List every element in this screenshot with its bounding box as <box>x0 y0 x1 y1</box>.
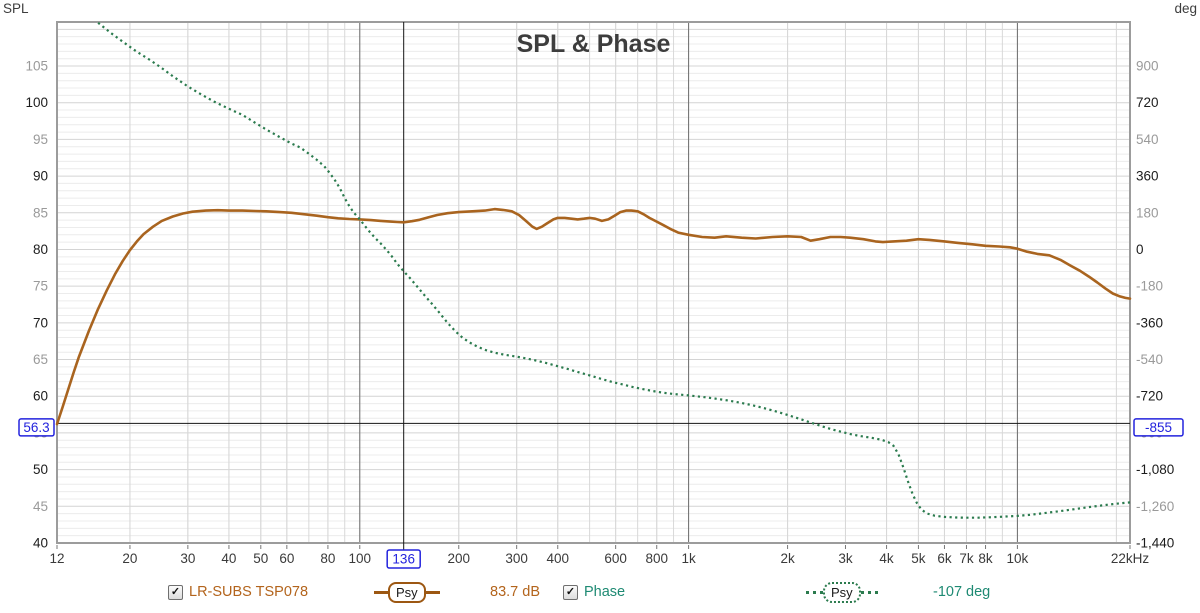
x-axis-tick-label: 200 <box>447 551 470 566</box>
chart-legend: ✓ LR-SUBS TSP078 Psy 83.7 dB ✓ Phase Psy… <box>0 577 1200 607</box>
x-axis-tick-label: 40 <box>221 551 236 566</box>
right-axis-tick-label: -1,080 <box>1136 462 1174 477</box>
x-axis-tick-label: 8k <box>978 551 993 566</box>
cursor-spl-box-value: 56.3 <box>23 420 49 435</box>
left-axis-tick-label: 45 <box>33 499 48 514</box>
right-axis-tick-label: -1,260 <box>1136 499 1174 514</box>
right-axis-tick-label: 360 <box>1136 169 1159 184</box>
spl-phase-chart[interactable]: 4045505560657075808590951001059007205403… <box>0 0 1200 575</box>
x-axis-tick-label: 22kHz <box>1111 551 1150 566</box>
left-axis-tick-label: 40 <box>33 536 48 551</box>
plot-border <box>56 21 1131 544</box>
x-axis-tick-label: 50 <box>253 551 268 566</box>
phase-trace <box>97 21 1131 519</box>
x-axis-tick-label: 30 <box>180 551 195 566</box>
x-axis-tick-label: 12 <box>49 551 64 566</box>
chart-title: SPL & Phase <box>517 30 671 58</box>
solid-line-icon <box>425 590 440 594</box>
x-axis-tick-label: 7k <box>959 551 974 566</box>
left-axis-tick-label: 85 <box>33 205 48 220</box>
checkbox-checked-icon[interactable]: ✓ <box>168 584 183 600</box>
right-axis-tick-label: 180 <box>1136 205 1159 220</box>
spl-cursor-readout: 83.7 dB <box>490 584 540 600</box>
right-axis-tick-label: -720 <box>1136 389 1163 404</box>
spl-trace-checkbox[interactable]: ✓ LR-SUBS TSP078 <box>168 577 308 607</box>
x-axis-tick-label: 1k <box>681 551 696 566</box>
dotted-line-icon <box>860 590 878 594</box>
left-axis-tick-label: 80 <box>33 242 48 257</box>
x-axis-tick-label: 100 <box>349 551 372 566</box>
x-axis-tick-label: 80 <box>320 551 335 566</box>
x-axis-tick-label: 3k <box>838 551 853 566</box>
cursor-freq-box <box>386 549 421 569</box>
solid-line-icon <box>374 590 388 594</box>
right-axis-unit-label: deg <box>1174 1 1197 16</box>
left-axis-tick-label: 95 <box>33 132 48 147</box>
x-axis-tick-label: 20 <box>122 551 137 566</box>
left-axis-tick-label: 105 <box>25 59 48 74</box>
x-axis-tick-label: 10k <box>1007 551 1029 566</box>
psy-smoothing-box: Psy <box>388 581 426 603</box>
cursor-spl-box <box>18 418 55 437</box>
cursor-freq-box-value: 136 <box>392 552 415 567</box>
phase-trace-checkbox[interactable]: ✓ Phase <box>563 577 625 607</box>
right-axis-tick-label: 720 <box>1136 95 1159 110</box>
phase-smoothing-badge[interactable]: Psy <box>806 577 878 607</box>
left-axis-tick-label: 75 <box>33 279 48 294</box>
x-axis-tick-label: 600 <box>604 551 627 566</box>
x-axis-tick-label: 4k <box>879 551 894 566</box>
checkbox-checked-icon[interactable]: ✓ <box>563 584 578 600</box>
x-axis-tick-label: 60 <box>279 551 294 566</box>
spl-smoothing-badge[interactable]: Psy <box>374 577 440 607</box>
x-axis-tick-label: 800 <box>645 551 668 566</box>
right-axis-tick-label: 900 <box>1136 59 1159 74</box>
right-axis-tick-label: -1,440 <box>1136 536 1174 551</box>
psy-smoothing-box: Psy <box>823 581 861 603</box>
left-axis-unit-label: SPL <box>3 1 29 16</box>
spl-trace-label: LR-SUBS TSP078 <box>189 584 309 600</box>
x-axis-tick-label: 400 <box>546 551 569 566</box>
left-axis-tick-label: 90 <box>33 169 48 184</box>
left-axis-tick-label: 60 <box>33 389 48 404</box>
right-axis-tick-label: 540 <box>1136 132 1159 147</box>
dotted-line-icon <box>806 590 823 594</box>
x-axis-tick-label: 300 <box>505 551 528 566</box>
cursor-deg-box-value: -855 <box>1145 420 1172 435</box>
x-axis-tick-label: 6k <box>937 551 952 566</box>
left-axis-tick-label: 50 <box>33 462 48 477</box>
left-axis-tick-label: 70 <box>33 315 48 330</box>
phase-trace-label: Phase <box>584 584 626 600</box>
right-axis-tick-label: -360 <box>1136 315 1163 330</box>
right-axis-tick-label: 0 <box>1136 242 1144 257</box>
left-axis-tick-label: 65 <box>33 352 48 367</box>
spl-trace <box>55 207 1132 426</box>
right-axis-tick-label: -540 <box>1136 352 1163 367</box>
x-axis-tick-label: 5k <box>911 551 926 566</box>
x-axis-tick-label: 2k <box>780 551 795 566</box>
right-axis-tick-label: -180 <box>1136 279 1163 294</box>
phase-cursor-readout: -107 deg <box>933 584 991 600</box>
left-axis-tick-label: 100 <box>25 95 48 110</box>
cursor-deg-box <box>1133 418 1184 437</box>
